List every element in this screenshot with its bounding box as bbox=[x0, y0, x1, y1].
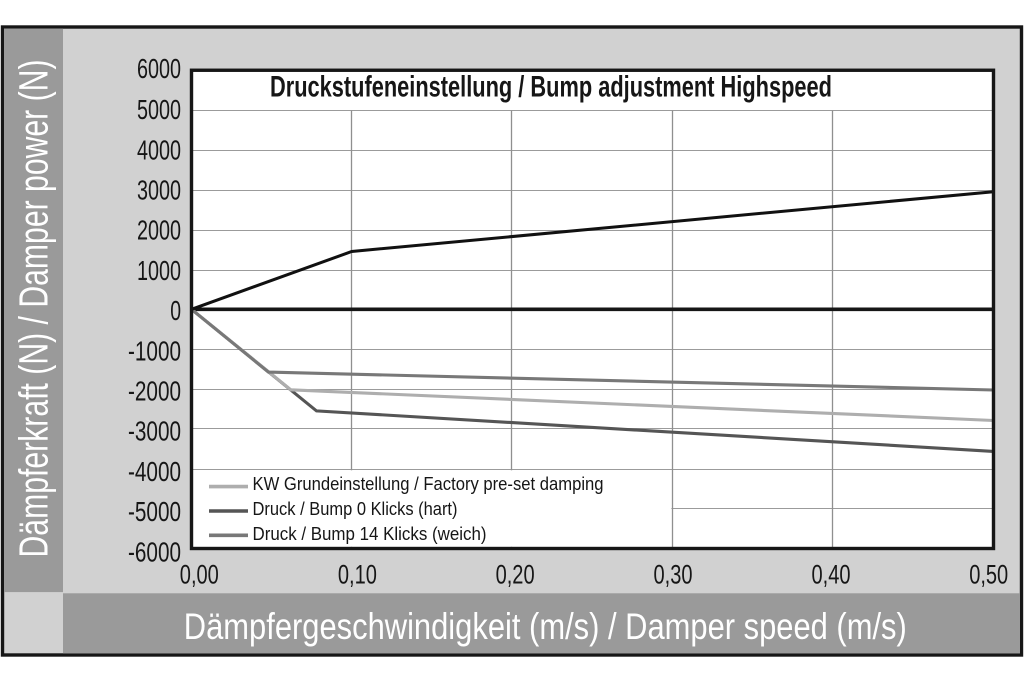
svg-text:0,40: 0,40 bbox=[812, 559, 851, 589]
svg-text:3000: 3000 bbox=[137, 175, 181, 206]
svg-text:5000: 5000 bbox=[137, 94, 181, 125]
svg-text:-4000: -4000 bbox=[128, 456, 181, 487]
svg-text:6000: 6000 bbox=[137, 53, 181, 84]
svg-text:4000: 4000 bbox=[137, 134, 181, 165]
svg-text:-2000: -2000 bbox=[128, 376, 181, 407]
svg-text:0,00: 0,00 bbox=[180, 559, 219, 589]
svg-text:-3000: -3000 bbox=[128, 416, 181, 447]
svg-text:Druck / Bump 0 Klicks (hart): Druck / Bump 0 Klicks (hart) bbox=[253, 499, 458, 519]
svg-text:1000: 1000 bbox=[137, 255, 181, 286]
svg-text:-6000: -6000 bbox=[128, 536, 181, 567]
svg-text:Dämpfergeschwindigkeit (m/s) /: Dämpfergeschwindigkeit (m/s) / Damper sp… bbox=[184, 606, 907, 647]
svg-text:-1000: -1000 bbox=[128, 335, 181, 366]
svg-text:-5000: -5000 bbox=[128, 496, 181, 527]
svg-text:0,50: 0,50 bbox=[969, 559, 1008, 589]
svg-text:Druckstufeneinstellung / Bump: Druckstufeneinstellung / Bump adjustment… bbox=[270, 71, 832, 104]
svg-text:0,30: 0,30 bbox=[654, 559, 693, 589]
svg-text:KW Grundeinstellung / Factory: KW Grundeinstellung / Factory pre-set da… bbox=[253, 474, 604, 494]
svg-text:Dämpferkraft (N) / Damper powe: Dämpferkraft (N) / Damper power (N) bbox=[11, 60, 57, 558]
svg-text:Druck / Bump 14 Klicks (weich): Druck / Bump 14 Klicks (weich) bbox=[253, 524, 487, 544]
svg-text:0: 0 bbox=[170, 295, 181, 326]
svg-text:0,20: 0,20 bbox=[496, 559, 535, 589]
svg-text:2000: 2000 bbox=[137, 215, 181, 246]
svg-text:0,10: 0,10 bbox=[338, 559, 377, 589]
